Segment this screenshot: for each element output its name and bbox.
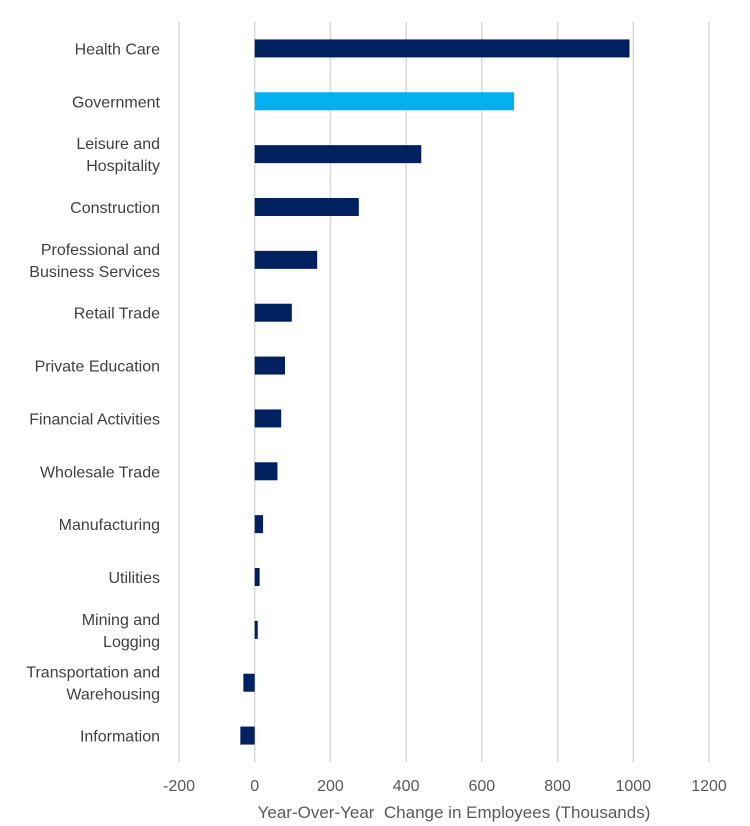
bar [254,515,264,534]
bar [254,409,282,428]
x-tick-labels: -200 0 200 400 600 800 1000 1200 [163,778,727,795]
bar [254,620,258,639]
x-tick-label: 600 [469,778,496,795]
category-label: Manufacturing [59,517,160,534]
category-label: Professional and [41,242,160,259]
bar [254,462,278,481]
category-label: Construction [70,200,160,217]
category-label: Hospitality [86,158,160,175]
bar [254,39,630,58]
x-tick-label: 200 [317,778,344,795]
category-label: Government [72,94,161,111]
x-tick-label: 0 [250,778,259,795]
x-tick-label: 400 [393,778,420,795]
x-tick-label: 800 [544,778,571,795]
x-tick-label: -200 [163,778,195,795]
bar [254,145,422,164]
category-label: Transportation and [26,665,160,682]
bar [254,250,318,269]
category-label: Health Care [75,41,160,58]
category-label: Information [80,729,160,746]
x-tick-label: 1000 [615,778,651,795]
category-label: Utilities [108,570,160,587]
bar [240,726,255,745]
category-label: Private Education [35,359,160,376]
bar [254,356,285,375]
category-label: Mining and [82,612,160,629]
category-label: Warehousing [66,687,160,704]
category-labels: Health Care Government Leisure and Hospital… [26,41,160,745]
bar [254,198,359,216]
category-label: Wholesale Trade [40,464,160,481]
bar [243,673,255,692]
category-label: Logging [103,634,160,651]
bar [254,568,260,586]
category-label: Leisure and [76,136,160,153]
category-label: Business Services [29,264,160,281]
bars [240,39,630,745]
x-tick-label: 1200 [691,778,727,795]
x-axis-title: Year-Over-Year Change in Employees (Thou… [258,803,651,822]
bar [254,303,292,322]
bar [254,92,515,111]
category-label: Retail Trade [74,306,160,323]
gridlines [178,22,710,762]
category-label: Financial Activities [29,411,160,428]
